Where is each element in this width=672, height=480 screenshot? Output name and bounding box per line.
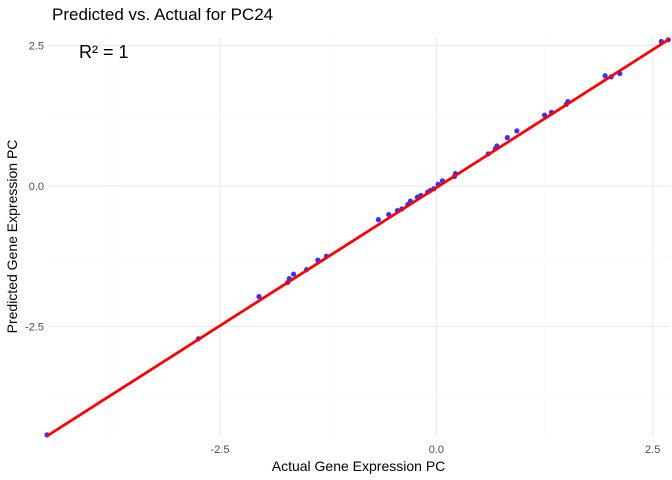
tick-labels: -2.5 0.0 2.5 -2.5 0.0 2.5 xyxy=(25,40,660,456)
data-point xyxy=(256,294,262,300)
data-point xyxy=(602,73,608,79)
x-tick-label: 0.0 xyxy=(429,444,444,456)
y-axis-label: Predicted Gene Expression PC xyxy=(4,140,20,334)
x-tick-label: -2.5 xyxy=(211,444,230,456)
data-point xyxy=(514,128,520,134)
data-point xyxy=(375,217,382,223)
chart-title: Predicted vs. Actual for PC24 xyxy=(52,5,273,24)
grid xyxy=(47,37,670,436)
y-tick-label: 2.5 xyxy=(29,40,44,52)
data-point xyxy=(291,271,297,277)
regression-line xyxy=(46,37,671,438)
fit-line-layer xyxy=(46,37,671,438)
y-tick-label: 0.0 xyxy=(29,181,44,193)
y-tick-label: -2.5 xyxy=(25,321,44,333)
x-tick-label: 2.5 xyxy=(645,444,660,456)
data-point xyxy=(504,134,510,141)
r-squared-annotation: R² = 1 xyxy=(79,42,129,62)
x-axis-label: Actual Gene Expression PC xyxy=(272,458,446,474)
